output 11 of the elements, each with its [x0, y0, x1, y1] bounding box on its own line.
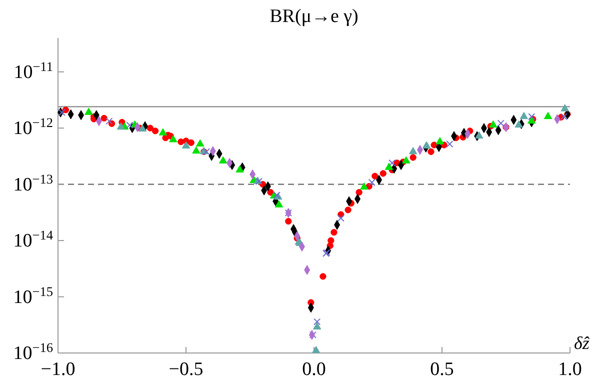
x-tick-label: 1.0 — [558, 359, 582, 380]
y-tick-label: 10$^{−14}$ — [13, 227, 54, 252]
x-tick-label: 0.0 — [302, 359, 326, 380]
y-tick-label: 10$^{−11}$ — [14, 58, 53, 83]
y-tick-label: 10$^{−15}$ — [13, 283, 54, 308]
x-tick-label: 0.5 — [430, 359, 454, 380]
x-tick-label: −0.5 — [168, 359, 204, 380]
y-tick-label: 10$^{−12}$ — [13, 114, 53, 140]
y-tick-label: 10$^{−13}$ — [13, 170, 54, 196]
chart-title: BR(μ→e γ) — [270, 6, 358, 27]
x-axis-title: δẑ — [574, 333, 590, 353]
